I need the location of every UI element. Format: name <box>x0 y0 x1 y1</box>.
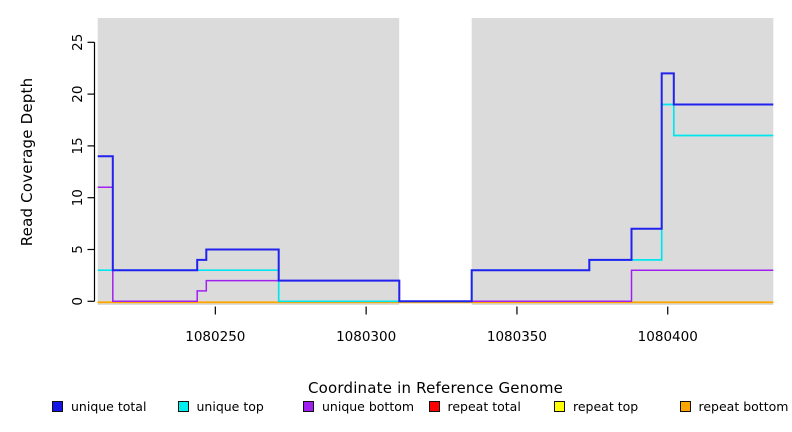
y-tick-label: 0 <box>70 297 86 306</box>
y-tick-label: 15 <box>70 137 86 154</box>
x-tick-label: 1080250 <box>185 329 245 345</box>
series-line-unique-bottom <box>97 186 774 303</box>
y-tick-label: 20 <box>70 86 86 103</box>
unique-top-swatch-icon <box>177 401 189 412</box>
panel-background-band <box>471 18 774 305</box>
y-tick-label: 10 <box>70 189 86 206</box>
legend-label: repeat top <box>573 399 639 414</box>
legend-label: unique top <box>196 399 264 414</box>
x-tick-label: 1080350 <box>487 329 547 345</box>
x-axis-title: Coordinate in Reference Genome <box>307 379 564 397</box>
legend-item-repeat-total: repeat total <box>428 399 555 414</box>
series-line-unique-total <box>97 72 774 303</box>
legend-item-unique-top: unique top <box>177 399 304 414</box>
no-data-gap-band <box>399 18 472 305</box>
unique-total-swatch-icon <box>52 401 63 412</box>
repeat-top-swatch-icon <box>554 401 565 412</box>
legend-item-unique-total: unique total <box>52 399 178 414</box>
unique-bottom-swatch-icon <box>303 401 314 412</box>
panel-background-band <box>97 18 400 305</box>
legend-label: repeat bottom <box>698 399 789 414</box>
legend-item-repeat-bottom: repeat bottom <box>679 399 792 414</box>
y-tick-label: 25 <box>70 34 86 51</box>
legend-item-unique-bottom: unique bottom <box>303 399 429 414</box>
y-axis-title: Read Coverage Depth <box>18 77 36 247</box>
legend-label: unique total <box>71 399 147 414</box>
repeat-total-swatch-icon <box>428 401 440 412</box>
y-tick-label: 5 <box>70 245 86 254</box>
repeat-bottom-swatch-icon <box>679 401 691 412</box>
legend-label: repeat total <box>447 399 521 414</box>
x-tick-label: 1080400 <box>638 329 698 345</box>
legend-item-repeat-top: repeat top <box>554 399 680 414</box>
x-tick-label: 1080300 <box>336 329 396 345</box>
legend-label: unique bottom <box>322 399 415 414</box>
legend: unique total unique top unique bottom re… <box>52 399 792 414</box>
